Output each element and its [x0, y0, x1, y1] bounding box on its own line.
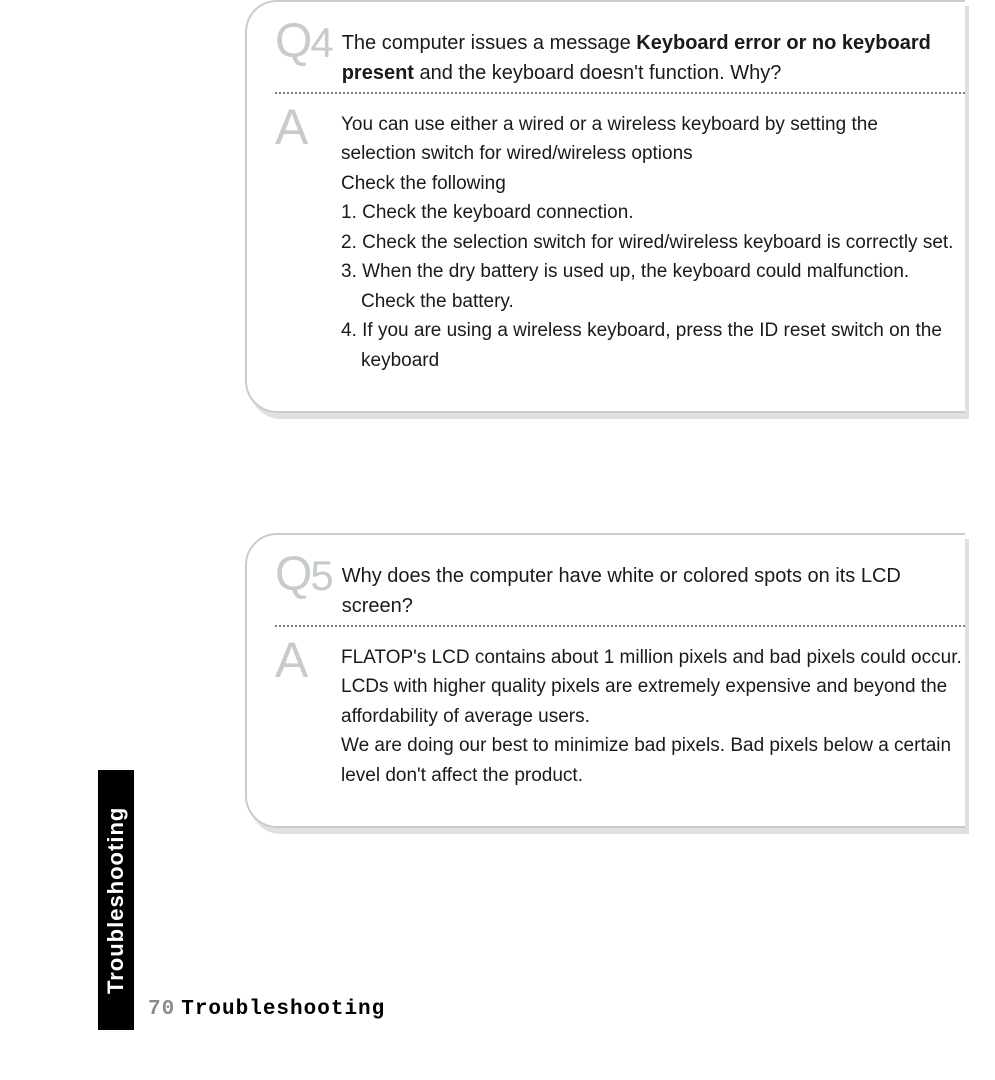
q-number: 5 [310, 552, 331, 599]
page-footer: 70 Troubleshooting [148, 998, 385, 1021]
a-marker: A [275, 635, 323, 685]
answer-line: keyboard [341, 346, 965, 375]
answer-line: Check the following [341, 169, 965, 198]
q-letter: Q [275, 548, 310, 601]
answer-line: We are doing our best to minimize bad pi… [341, 731, 965, 760]
answer-row: A You can use either a wired or a wirele… [275, 102, 965, 375]
question-text: The computer issues a message Keyboard e… [342, 18, 965, 88]
answer-text: You can use either a wired or a wireless… [341, 102, 965, 375]
qa-divider [275, 92, 965, 94]
q-number: 4 [310, 19, 331, 66]
question-row: Q5 Why does the computer have white or c… [275, 551, 965, 621]
answer-line: FLATOP's LCD contains about 1 million pi… [341, 643, 965, 672]
q-text-pre: Why does the computer have white or colo… [342, 565, 901, 617]
answer-line: selection switch for wired/wireless opti… [341, 139, 965, 168]
answer-line: 4. If you are using a wireless keyboard,… [341, 316, 965, 345]
q-text-post: and the keyboard doesn't function. Why? [414, 62, 781, 84]
qa-box-2: Q5 Why does the computer have white or c… [245, 533, 965, 828]
answer-row: A FLATOP's LCD contains about 1 million … [275, 635, 965, 790]
answer-line: 2. Check the selection switch for wired/… [341, 228, 965, 257]
answer-text: FLATOP's LCD contains about 1 million pi… [341, 635, 965, 790]
question-text: Why does the computer have white or colo… [342, 551, 965, 621]
side-tab: Troubleshooting [98, 770, 134, 1030]
page-number: 70 [148, 998, 175, 1021]
answer-line: LCDs with higher quality pixels are extr… [341, 672, 965, 701]
question-row: Q4 The computer issues a message Keyboar… [275, 18, 965, 88]
qa-box-1: Q4 The computer issues a message Keyboar… [245, 0, 965, 413]
a-marker: A [275, 102, 323, 152]
q-marker: Q4 [275, 18, 332, 66]
q-marker: Q5 [275, 551, 332, 599]
answer-line: You can use either a wired or a wireless… [341, 110, 965, 139]
content-area: Q4 The computer issues a message Keyboar… [245, 0, 965, 828]
answer-line: level don't affect the product. [341, 761, 965, 790]
answer-line: 3. When the dry battery is used up, the … [341, 257, 965, 286]
answer-line: affordability of average users. [341, 702, 965, 731]
q-letter: Q [275, 15, 310, 68]
page-title: Troubleshooting [181, 998, 385, 1021]
q-text-pre: The computer issues a message [342, 32, 637, 54]
qa-divider [275, 625, 965, 627]
answer-line: 1. Check the keyboard connection. [341, 198, 965, 227]
answer-line: Check the battery. [341, 287, 965, 316]
